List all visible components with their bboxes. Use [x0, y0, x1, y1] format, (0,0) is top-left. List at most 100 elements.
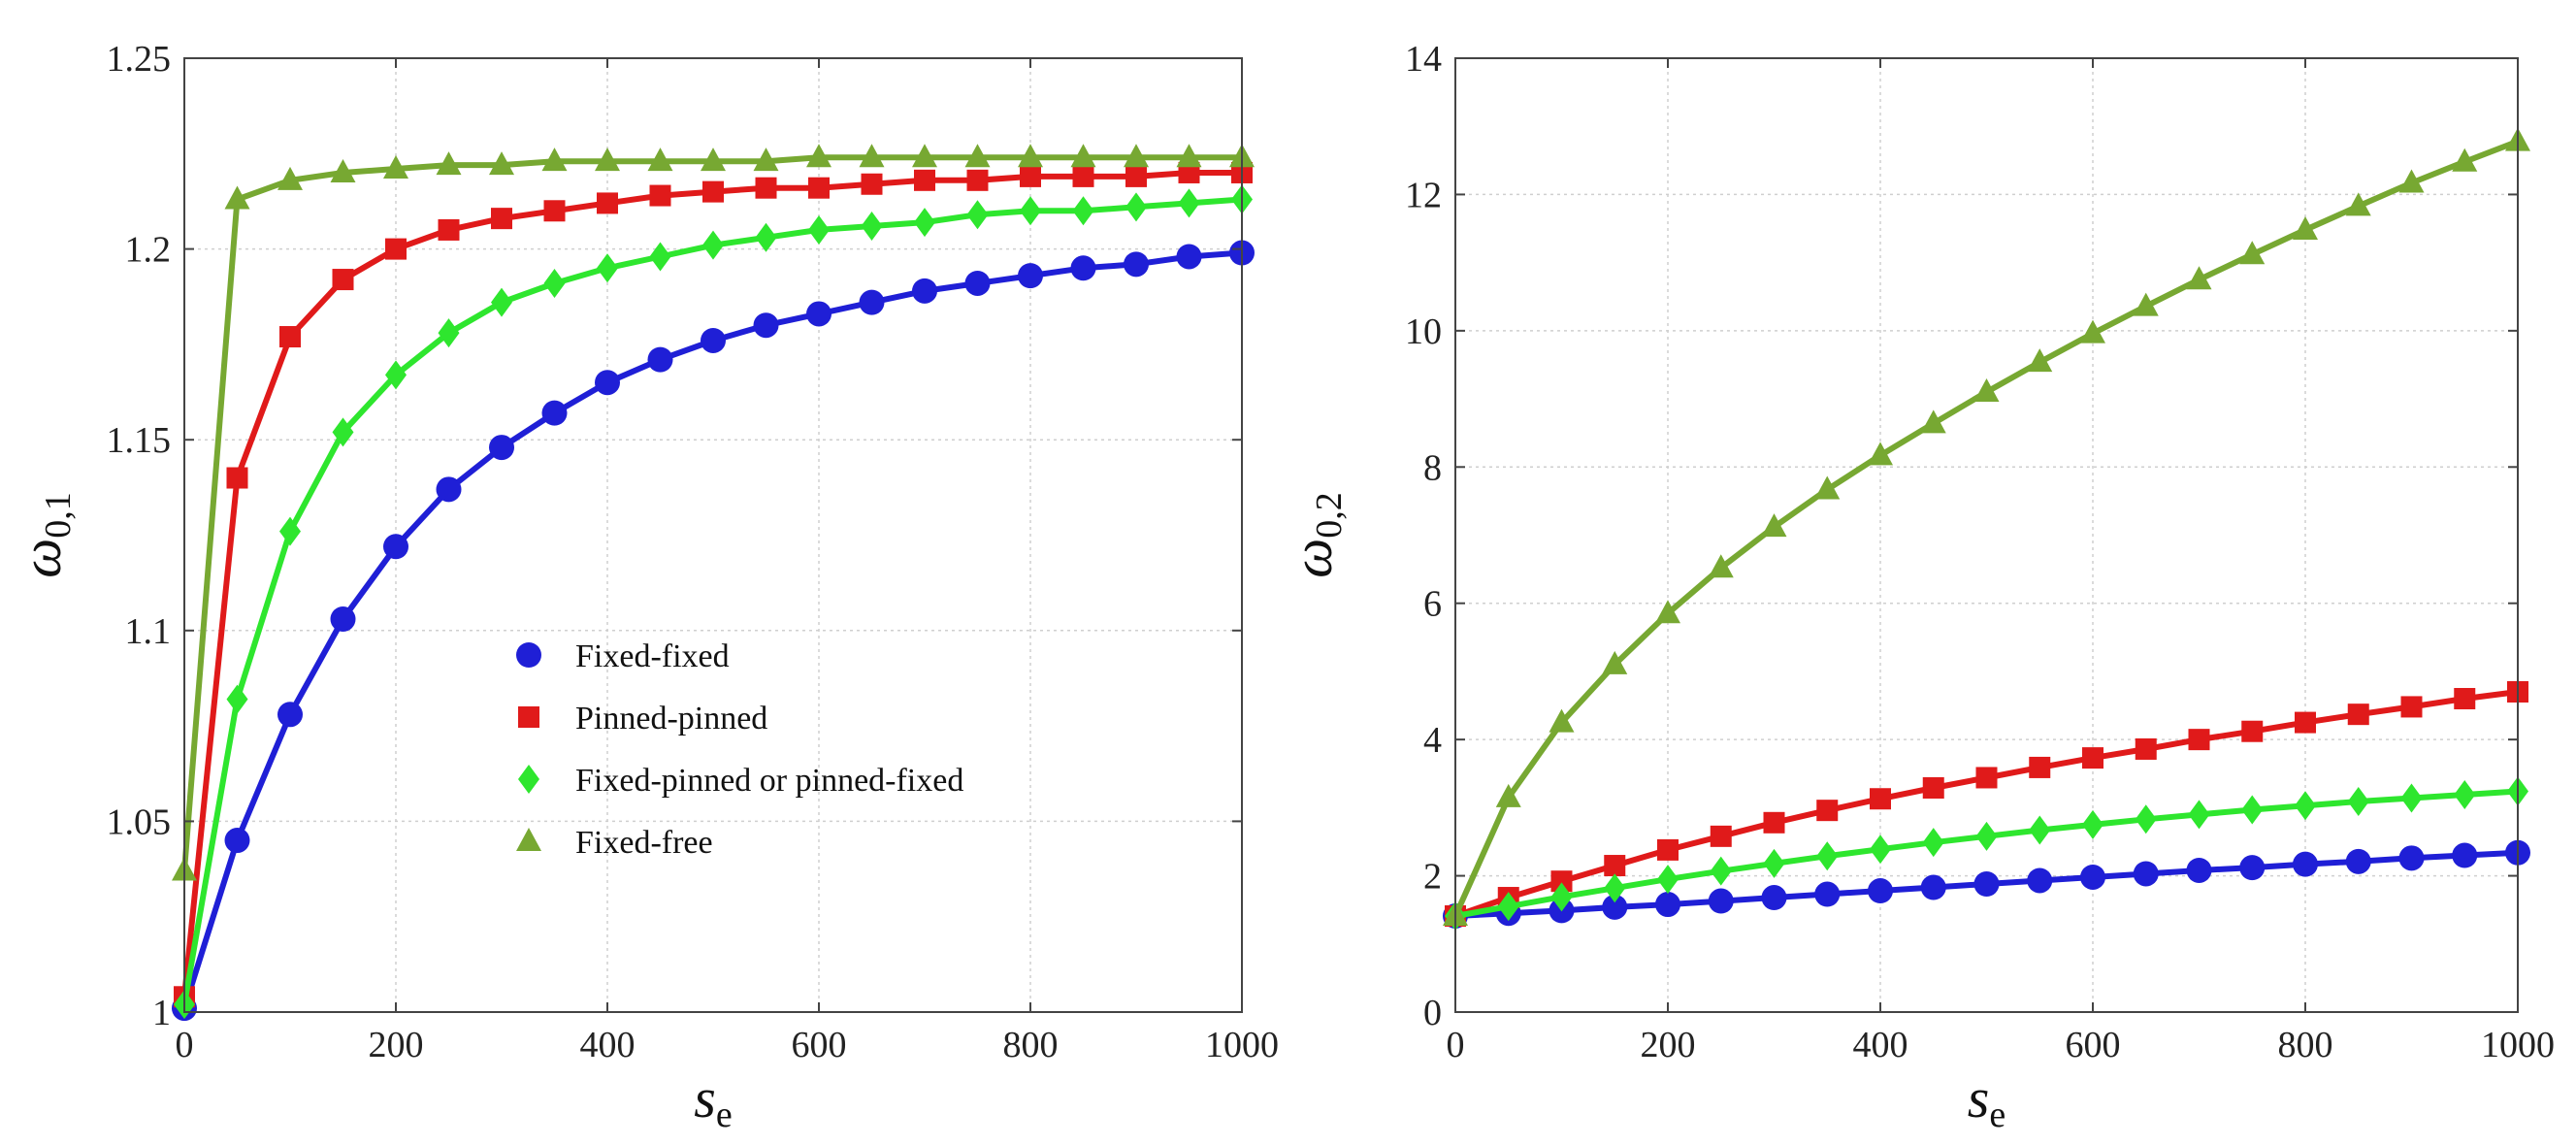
data-point — [1604, 855, 1626, 877]
data-point — [2082, 747, 2103, 769]
data-point — [1763, 811, 1785, 834]
data-point — [438, 218, 460, 241]
data-point — [1708, 554, 1734, 578]
data-point — [2133, 292, 2159, 316]
data-point — [543, 268, 566, 298]
data-point — [1176, 244, 1202, 270]
data-point — [1124, 251, 1149, 278]
data-point — [1070, 144, 1096, 168]
legend: Fixed-fixed Pinned-pinned Fixed-pinned or … — [516, 638, 963, 861]
axes-frame — [1454, 57, 2519, 1013]
data-point — [1922, 776, 1944, 799]
x-tick-label: 400 — [580, 1025, 636, 1065]
data-point — [806, 144, 831, 168]
data-point — [491, 287, 512, 317]
data-point — [2454, 688, 2476, 710]
data-point — [701, 147, 726, 172]
series-fixed-pinned-or-pinned-fixed — [1445, 776, 2528, 931]
data-point — [385, 360, 407, 390]
data-point — [332, 417, 354, 447]
y-tick-label: 10 — [1405, 311, 1442, 352]
data-point — [226, 684, 248, 714]
data-point — [541, 147, 568, 172]
data-point — [755, 177, 777, 199]
data-point — [2080, 319, 2105, 344]
data-point — [647, 346, 673, 373]
y-tick-label: 4 — [1423, 720, 1442, 761]
data-point — [1868, 878, 1893, 904]
data-point — [2135, 737, 2157, 760]
data-point — [912, 278, 937, 304]
data-point — [755, 222, 777, 252]
data-point — [597, 192, 618, 214]
data-point — [2239, 241, 2266, 265]
data-point — [2029, 815, 2051, 845]
data-point — [2029, 756, 2051, 778]
y-tick-label: 1 — [152, 993, 171, 1033]
data-point — [966, 200, 989, 230]
x-tick-label: 0 — [176, 1025, 194, 1065]
data-point — [438, 318, 460, 348]
x-axis-label: se — [1968, 1066, 2005, 1135]
data-point — [1604, 873, 1626, 903]
data-point — [226, 467, 248, 489]
data-point — [1018, 263, 1043, 289]
x-axis-label: se — [694, 1066, 732, 1135]
x-tick-label: 400 — [1853, 1025, 1908, 1065]
y-tick-label: 0 — [1423, 993, 1442, 1033]
data-point — [649, 184, 671, 207]
x-tick-label: 800 — [1003, 1025, 1059, 1065]
data-point — [1868, 442, 1893, 466]
x-tick-label: 1000 — [1205, 1025, 1279, 1065]
data-point — [1816, 800, 1839, 822]
series-fixed-pinned-or-pinned-fixed — [174, 184, 1253, 1020]
legend-entry: Fixed-fixed — [516, 638, 730, 674]
data-point — [1975, 821, 1998, 851]
data-point — [1973, 378, 2000, 403]
data-point — [1124, 144, 1149, 168]
data-point — [383, 155, 408, 180]
data-point — [491, 208, 512, 230]
data-point — [436, 151, 462, 176]
data-point — [1020, 196, 1041, 226]
data-point — [383, 534, 408, 560]
data-point — [914, 208, 935, 238]
data-point — [2239, 855, 2266, 881]
data-point — [964, 270, 991, 296]
data-point — [1018, 144, 1043, 168]
data-point — [1602, 894, 1628, 920]
legend-marker — [518, 765, 539, 794]
data-point — [1549, 708, 1575, 733]
y-tick-label: 12 — [1405, 175, 1442, 215]
data-point — [2293, 215, 2318, 240]
y-tick-label: 1.2 — [125, 230, 172, 271]
data-point — [702, 180, 724, 203]
x-tick-label: 200 — [1641, 1025, 1696, 1065]
data-point — [2345, 192, 2371, 216]
data-point — [1763, 848, 1785, 878]
data-point — [1922, 828, 1944, 858]
data-point — [1816, 841, 1839, 871]
data-point — [1020, 165, 1041, 187]
x-tick-label: 600 — [2066, 1025, 2121, 1065]
y-axis-label: ω0,1 — [10, 492, 79, 577]
data-point — [2027, 348, 2053, 373]
data-point — [224, 828, 250, 854]
data-point — [2082, 809, 2103, 839]
data-point — [1657, 865, 1679, 895]
data-point — [2400, 783, 2423, 813]
data-point — [330, 606, 356, 633]
data-point — [2345, 848, 2371, 874]
data-point — [1495, 783, 1521, 807]
data-point — [332, 269, 354, 291]
data-point — [2400, 696, 2423, 718]
data-point — [1710, 856, 1732, 886]
data-point — [702, 230, 724, 260]
data-point — [385, 238, 407, 260]
series-pinned-pinned — [1445, 680, 2528, 927]
data-point — [1655, 892, 1680, 918]
data-point — [2398, 169, 2425, 193]
data-point — [964, 144, 991, 168]
y-tick-label: 1.1 — [125, 611, 172, 652]
data-point — [2133, 861, 2159, 887]
